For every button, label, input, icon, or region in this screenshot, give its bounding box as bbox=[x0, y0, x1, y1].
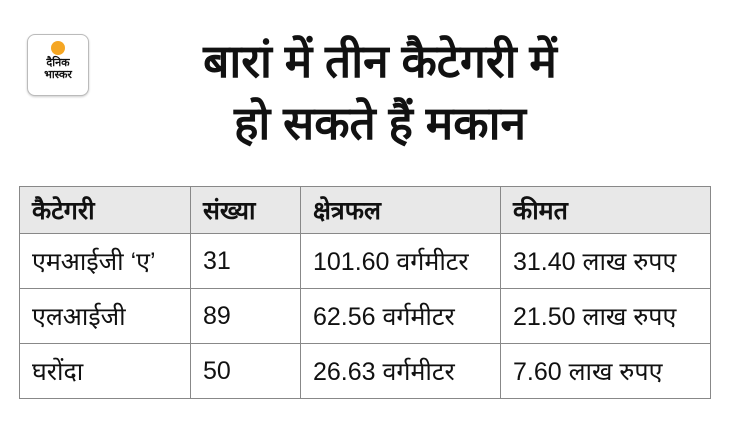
cell-area: 26.63 वर्गमीटर bbox=[300, 343, 501, 399]
headline-line1: बारां में तीन कैटेगरी में bbox=[203, 35, 557, 87]
cell-count: 89 bbox=[190, 288, 301, 344]
cell-price: 31.40 लाख रुपए bbox=[500, 233, 711, 289]
cell-category: एलआईजी bbox=[19, 288, 191, 344]
header-area: क्षेत्रफल bbox=[300, 186, 501, 234]
header-row: कैटेगरी संख्या क्षेत्रफल कीमत bbox=[19, 186, 711, 234]
table-row: एमआईजी ‘ए’ 31 101.60 वर्गमीटर 31.40 लाख रुप… bbox=[19, 233, 711, 289]
cell-category: एमआईजी ‘ए’ bbox=[19, 233, 191, 289]
housing-table: कैटेगरी संख्या क्षेत्रफल कीमत एमआईजी ‘ए’… bbox=[19, 186, 711, 399]
cell-count: 31 bbox=[190, 233, 301, 289]
cell-price: 7.60 लाख रुपए bbox=[500, 343, 711, 399]
sun-icon bbox=[51, 41, 65, 55]
headline: बारां में तीन कैटेगरी में हो सकते हैं मक… bbox=[100, 30, 660, 154]
table-row: एलआईजी 89 62.56 वर्गमीटर 21.50 लाख रुपए bbox=[19, 288, 711, 344]
cell-price: 21.50 लाख रुपए bbox=[500, 288, 711, 344]
logo-text-line1: दैनिक bbox=[46, 57, 70, 69]
cell-area: 101.60 वर्गमीटर bbox=[300, 233, 501, 289]
headline-line2: हो सकते हैं मकान bbox=[233, 97, 527, 149]
logo-text-line2: भास्कर bbox=[44, 69, 72, 81]
header-count: संख्या bbox=[190, 186, 301, 234]
cell-count: 50 bbox=[190, 343, 301, 399]
header-price: कीमत bbox=[500, 186, 711, 234]
table-row: घरोंदा 50 26.63 वर्गमीटर 7.60 लाख रुपए bbox=[19, 343, 711, 399]
header-category: कैटेगरी bbox=[19, 186, 191, 234]
cell-category: घरोंदा bbox=[19, 343, 191, 399]
cell-area: 62.56 वर्गमीटर bbox=[300, 288, 501, 344]
dainik-bhaskar-logo: दैनिक भास्कर bbox=[27, 34, 89, 96]
